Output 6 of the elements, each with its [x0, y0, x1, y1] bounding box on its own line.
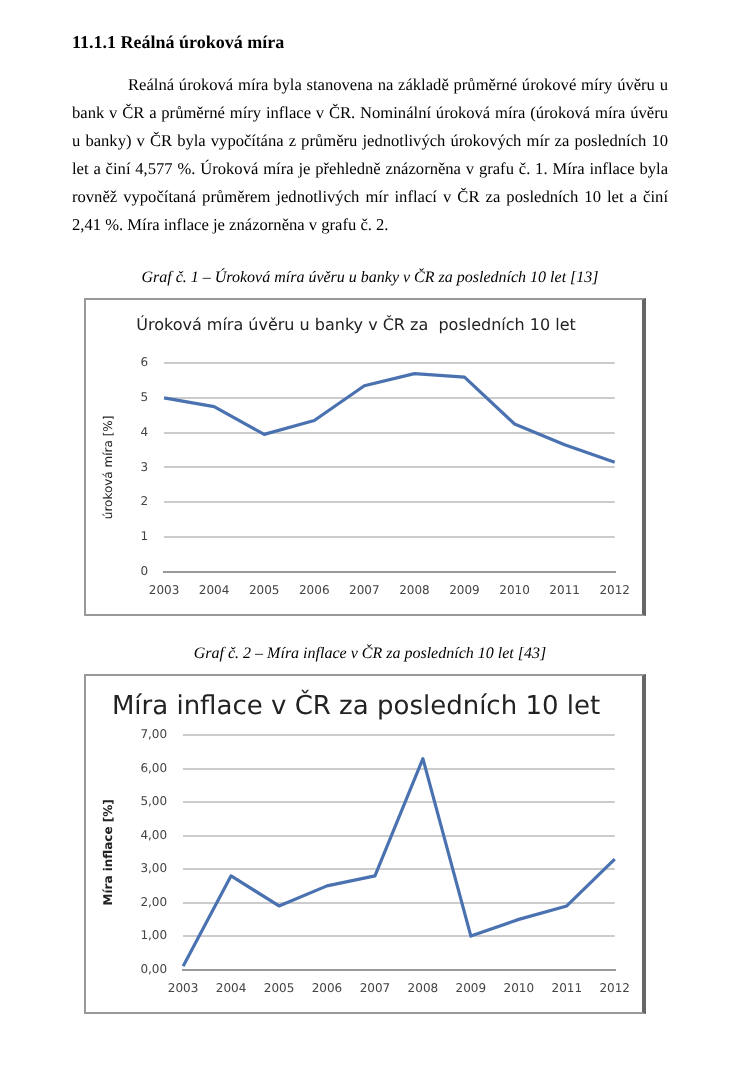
text: Reálná úroková míra byla stanovena na základě průměrné úrokové míry úvěru u bank v ČR a průměrné míry inflace v ČR. Nominální úroková míra (úroková míra úvěru u banky) v ČR byla vypočítána z průměru jednotlivých úrokových mír za posledních 10 let a činí 4,577 %. Úroková míra je přehledně znázorněna v grafu č. 1. Míra inflace byla rovněž vypočítaná průměrem jednotlivých mír inflací v ČR za posledních 10 let a činí 2,41 %. Míra inflace je znázorněna v grafu č. 2.	[72, 74, 668, 238]
text: Graf č. 1 – Úroková míra úvěru u banky v ČR za posledních 10 let [13]	[139, 266, 601, 290]
text: 11.1.1 Reálná úroková míra	[72, 30, 287, 56]
chart-title: Úroková míra úvěru u banky v ČR za posledních 10 let	[136, 313, 576, 334]
text: Graf č. 2 – Míra inflace v ČR za posledních 10 let [43]	[191, 642, 549, 666]
chart-title: Míra inflace v ČR za posledních 10 let	[111, 688, 601, 723]
